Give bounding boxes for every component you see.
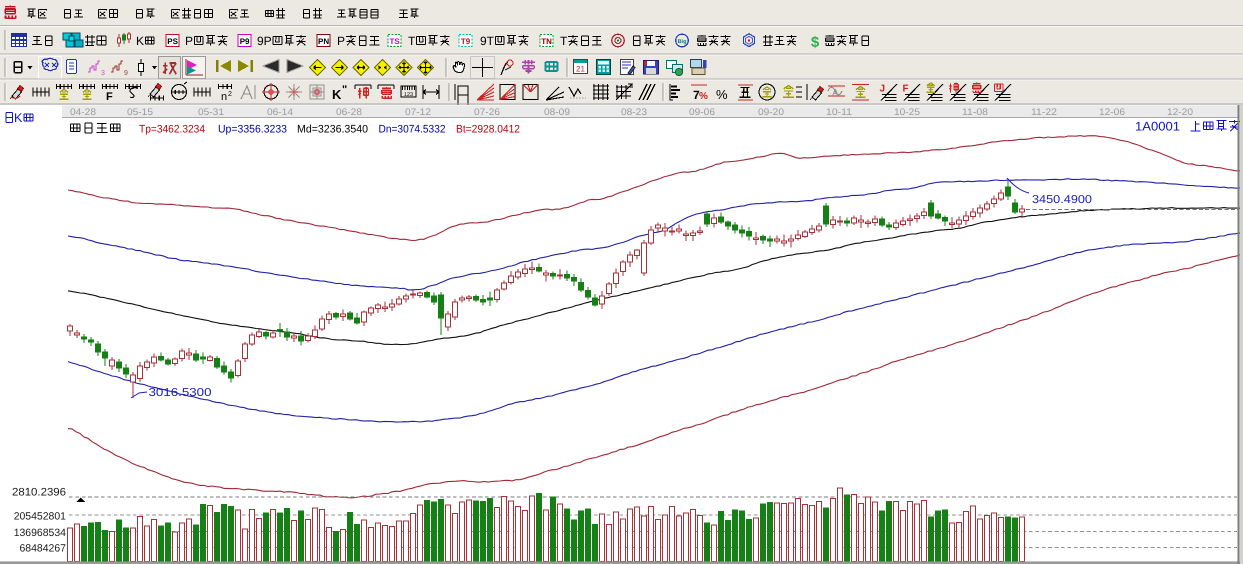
svg-text:07-26: 07-26: [474, 107, 500, 118]
svg-text:11-22: 11-22: [1031, 107, 1057, 118]
svg-text:%: %: [699, 91, 708, 102]
svg-text:05-15: 05-15: [127, 107, 153, 118]
svg-text:2810.2396: 2810.2396: [12, 487, 66, 499]
svg-text:123: 123: [404, 92, 413, 98]
svg-text:08-23: 08-23: [621, 107, 647, 118]
svg-text:10-11: 10-11: [826, 107, 852, 118]
svg-text:9P: 9P: [257, 34, 272, 48]
svg-text:08-09: 08-09: [544, 107, 570, 118]
svg-text:K: K: [136, 34, 144, 48]
svg-text:04-28: 04-28: [70, 107, 96, 118]
svg-text:T: T: [408, 34, 416, 48]
svg-text:11-08: 11-08: [962, 107, 988, 118]
svg-text:Big: Big: [678, 39, 687, 45]
svg-text:TN: TN: [541, 37, 552, 46]
svg-text:Dn=3074.5332: Dn=3074.5332: [379, 124, 446, 136]
svg-text:A: A: [832, 88, 839, 99]
svg-text:$: $: [811, 34, 820, 51]
svg-text:2: 2: [228, 91, 232, 98]
svg-text:T9: T9: [461, 37, 471, 46]
svg-text:P: P: [185, 34, 193, 48]
svg-text:12-20: 12-20: [1167, 107, 1193, 118]
svg-text:F: F: [903, 84, 909, 95]
svg-text:68484267: 68484267: [20, 542, 67, 554]
svg-text:J: J: [880, 84, 886, 95]
svg-text:7: 7: [693, 88, 700, 102]
svg-text:06-28: 06-28: [336, 107, 362, 118]
svg-text:K: K: [14, 111, 23, 125]
svg-text:9T: 9T: [480, 34, 495, 48]
svg-text:12-06: 12-06: [1099, 107, 1125, 118]
svg-text:T: T: [560, 34, 568, 48]
svg-text:3450.4900: 3450.4900: [1032, 194, 1092, 206]
svg-text:136968534: 136968534: [14, 527, 66, 539]
svg-text:09-06: 09-06: [689, 107, 715, 118]
svg-text:n: n: [221, 91, 227, 103]
svg-text:3016.5300: 3016.5300: [149, 387, 212, 399]
svg-text:PN: PN: [318, 37, 329, 46]
svg-text:21: 21: [576, 65, 585, 74]
svg-text:10-25: 10-25: [894, 107, 920, 118]
svg-text:9: 9: [124, 70, 128, 77]
svg-text:Md=3236.3540: Md=3236.3540: [297, 124, 368, 136]
svg-text:P9: P9: [240, 37, 250, 46]
svg-text:K: K: [332, 87, 342, 102]
svg-text:3: 3: [101, 70, 105, 77]
svg-text:Up=3356.3233: Up=3356.3233: [218, 124, 287, 136]
svg-text:07-12: 07-12: [405, 107, 431, 118]
svg-text:1A0001: 1A0001: [1135, 120, 1180, 134]
svg-text:F: F: [106, 91, 113, 103]
svg-text:P: P: [337, 34, 345, 48]
svg-text:PS: PS: [167, 37, 178, 46]
svg-text:09-20: 09-20: [758, 107, 784, 118]
svg-text:%: %: [716, 87, 728, 102]
svg-text:Tp=3462.3234: Tp=3462.3234: [139, 124, 205, 136]
svg-text:Bt=2928.0412: Bt=2928.0412: [456, 124, 520, 136]
svg-text:06-14: 06-14: [267, 107, 293, 118]
svg-text:05-31: 05-31: [198, 107, 224, 118]
svg-text:": ": [342, 84, 347, 96]
svg-text:205452801: 205452801: [14, 510, 66, 522]
svg-text:TS: TS: [389, 37, 400, 46]
